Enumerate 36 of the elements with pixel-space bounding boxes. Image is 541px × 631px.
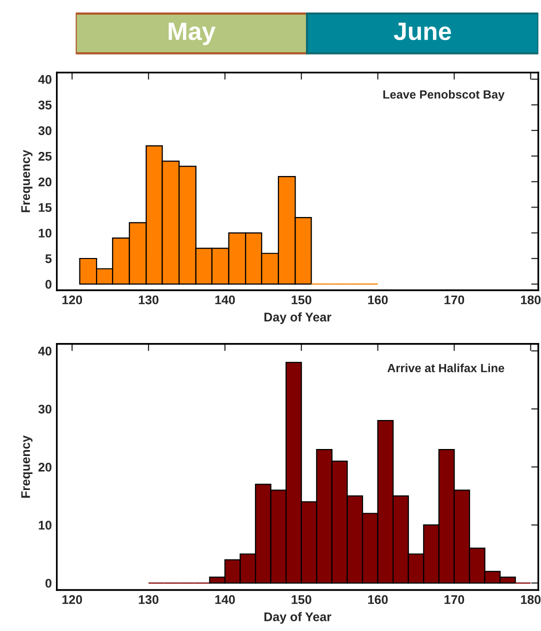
text: May (168, 22, 216, 46)
x-tick-label: 140 (215, 595, 235, 604)
x-tick-label: 180 (521, 595, 541, 604)
y-tick-label: 20 (38, 177, 52, 186)
x-tick-label: 130 (138, 295, 158, 304)
y-tick-label: 30 (38, 404, 52, 414)
x-tick-label: 150 (292, 295, 312, 304)
x-tick-label: 160 (368, 595, 388, 604)
x-tick-label: 120 (62, 295, 82, 304)
annotation: Arrive at Halifax Line (387, 364, 504, 372)
x-tick-label: 160 (368, 295, 388, 304)
y-tick-label: 15 (38, 203, 52, 212)
y-axis-title: Frequency (21, 435, 32, 498)
x-tick-label: 170 (444, 595, 464, 604)
x-tick-label: 140 (215, 295, 235, 304)
x-tick-label: 180 (521, 295, 541, 304)
y-tick-label: 40 (38, 346, 52, 356)
text: June (394, 22, 451, 40)
y-tick-label: 5 (45, 254, 52, 264)
x-tick-label: 150 (292, 595, 312, 604)
y-tick-label: 0 (45, 578, 52, 588)
x-tick-label: 170 (444, 295, 464, 304)
y-axis-title: Frequency (21, 150, 32, 212)
y-tick-label: 20 (38, 462, 52, 472)
y-tick-label: 0 (45, 280, 52, 289)
y-tick-label: 10 (38, 520, 52, 530)
y-tick-label: 40 (38, 75, 52, 84)
x-axis-title: Day of Year (264, 612, 332, 624)
y-tick-label: 30 (38, 126, 52, 136)
y-tick-label: 10 (38, 228, 52, 238)
x-axis-title: Day of Year (264, 312, 332, 324)
x-tick-label: 130 (138, 595, 158, 604)
x-tick-label: 120 (62, 595, 82, 604)
annotation: Leave Penobscot Bay (383, 90, 505, 101)
y-tick-label: 25 (38, 152, 52, 161)
y-tick-label: 35 (38, 100, 52, 110)
